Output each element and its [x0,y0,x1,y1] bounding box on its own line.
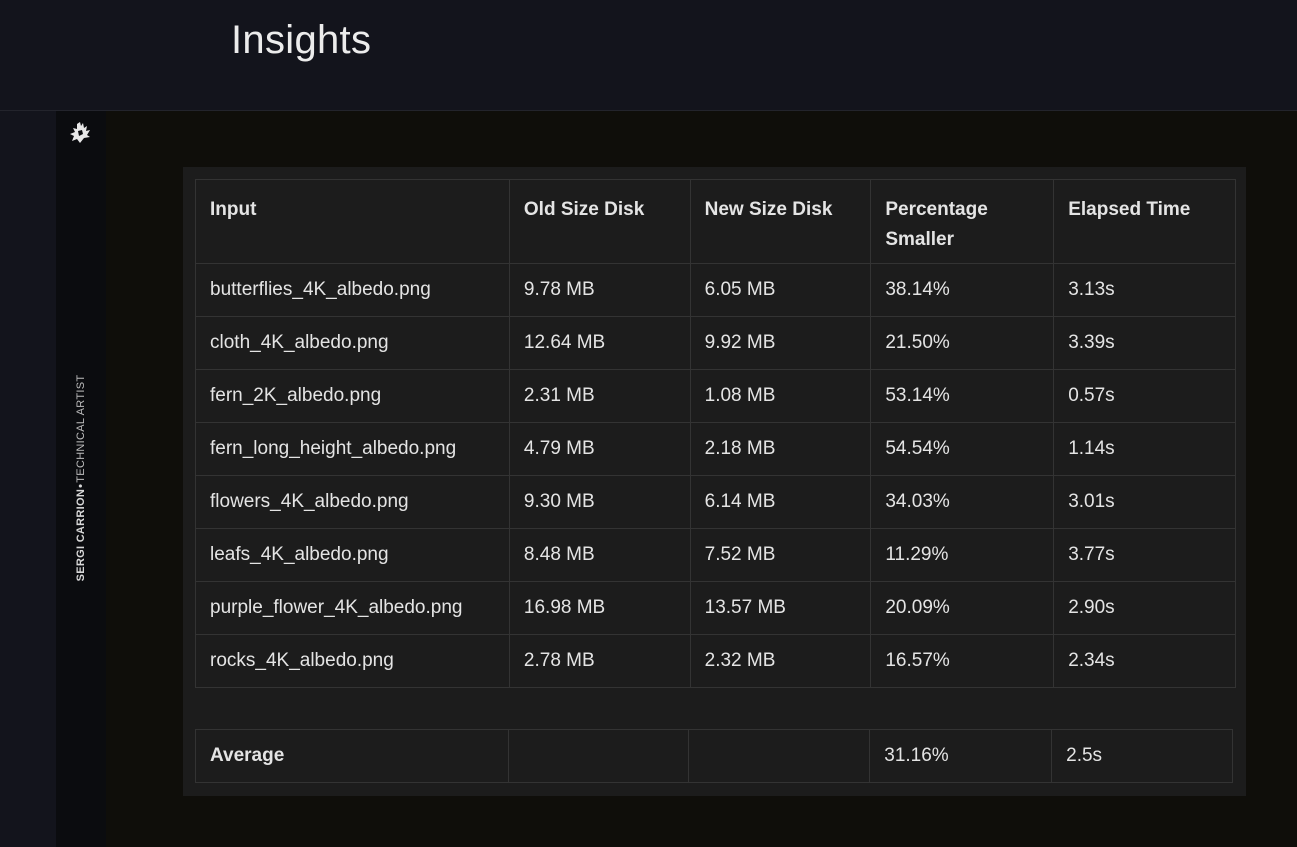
cell-elapsed: 2.90s [1053,581,1236,635]
cell-percentage: 34.03% [870,475,1055,529]
cell-new-size: 6.14 MB [689,475,872,529]
cell-elapsed: 1.14s [1053,422,1236,476]
cell-input: purple_flower_4K_albedo.png [195,581,510,635]
cell-percentage: 16.57% [870,634,1055,688]
cell-elapsed: 3.01s [1053,475,1236,529]
author-role: TECHNICAL ARTIST [75,374,87,483]
average-elapsed: 2.5s [1051,729,1233,783]
average-old-size [507,729,690,783]
column-header-elapsed: Elapsed Time [1053,179,1236,264]
cell-new-size: 9.92 MB [689,316,872,370]
table-header-row: Input Old Size Disk New Size Disk Percen… [195,179,1236,264]
cell-old-size: 2.78 MB [508,634,691,688]
cell-old-size: 4.79 MB [508,422,691,476]
page-title: Insights [231,18,372,62]
cell-old-size: 2.31 MB [508,369,691,423]
author-name: SERGI CARRION [75,488,87,582]
average-percentage: 31.16% [869,729,1053,783]
author-separator: • [75,483,87,488]
cell-new-size: 1.08 MB [689,369,872,423]
cell-new-size: 6.05 MB [689,263,872,317]
column-header-old-size: Old Size Disk [508,179,691,264]
cell-percentage: 53.14% [870,369,1055,423]
column-header-new-size: New Size Disk [689,179,872,264]
table-row: leafs_4K_albedo.png 8.48 MB 7.52 MB 11.2… [195,528,1236,582]
average-label: Average [195,729,509,783]
cell-input: butterflies_4K_albedo.png [195,263,510,317]
cell-old-size: 16.98 MB [508,581,691,635]
column-header-input: Input [195,179,510,264]
page-header: Insights [0,0,1297,110]
cell-input: cloth_4K_albedo.png [195,316,510,370]
cell-percentage: 38.14% [870,263,1055,317]
author-signature: SERGI CARRION•TECHNICAL ARTIST [75,375,87,582]
cell-new-size: 2.32 MB [689,634,872,688]
cell-old-size: 9.78 MB [508,263,691,317]
cell-input: flowers_4K_albedo.png [195,475,510,529]
cell-elapsed: 3.39s [1053,316,1236,370]
cell-new-size: 2.18 MB [689,422,872,476]
cell-input: leafs_4K_albedo.png [195,528,510,582]
cell-elapsed: 2.34s [1053,634,1236,688]
column-header-percentage: Percentage Smaller [870,179,1055,264]
cell-old-size: 8.48 MB [508,528,691,582]
table-row: rocks_4K_albedo.png 2.78 MB 2.32 MB 16.5… [195,634,1236,688]
cell-input: rocks_4K_albedo.png [195,634,510,688]
cell-old-size: 12.64 MB [508,316,691,370]
cell-percentage: 21.50% [870,316,1055,370]
table-row: purple_flower_4K_albedo.png 16.98 MB 13.… [195,581,1236,635]
cell-percentage: 11.29% [870,528,1055,582]
table-row: flowers_4K_albedo.png 9.30 MB 6.14 MB 34… [195,475,1236,529]
cell-old-size: 9.30 MB [508,475,691,529]
table-row: butterflies_4K_albedo.png 9.78 MB 6.05 M… [195,263,1236,317]
cell-elapsed: 0.57s [1053,369,1236,423]
hand-logo-icon[interactable] [68,121,94,145]
cell-percentage: 54.54% [870,422,1055,476]
average-table: Average 31.16% 2.5s [195,729,1233,783]
table-row: fern_2K_albedo.png 2.31 MB 1.08 MB 53.14… [195,369,1236,423]
table-row: cloth_4K_albedo.png 12.64 MB 9.92 MB 21.… [195,316,1236,370]
cell-new-size: 7.52 MB [689,528,872,582]
sidebar [56,111,106,847]
results-table: Input Old Size Disk New Size Disk Percen… [195,179,1236,688]
cell-elapsed: 3.77s [1053,528,1236,582]
cell-input: fern_long_height_albedo.png [195,422,510,476]
cell-input: fern_2K_albedo.png [195,369,510,423]
cell-elapsed: 3.13s [1053,263,1236,317]
average-new-size [688,729,871,783]
average-row: Average 31.16% 2.5s [195,729,1233,783]
table-row: fern_long_height_albedo.png 4.79 MB 2.18… [195,422,1236,476]
header-divider [0,110,1297,111]
cell-new-size: 13.57 MB [689,581,872,635]
cell-percentage: 20.09% [870,581,1055,635]
